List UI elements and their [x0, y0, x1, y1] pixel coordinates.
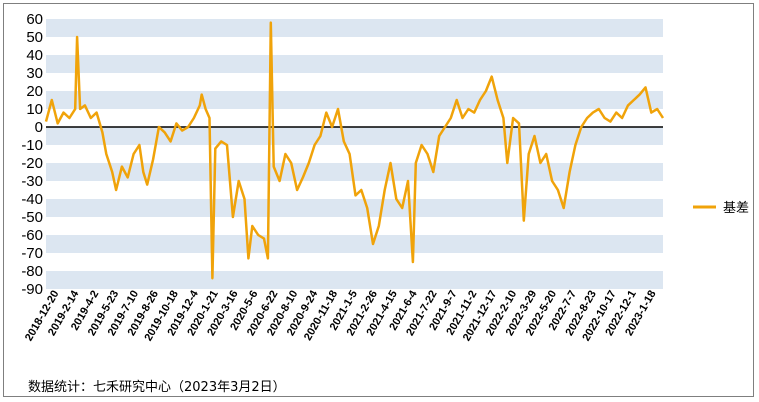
grid-band [46, 127, 663, 145]
y-tick-label: 50 [26, 29, 43, 46]
grid-band [46, 37, 663, 55]
chart-frame: 60 50 40 30 20 10 0 -10 -20 -30 -40 -50 -60 -70 -80 -90… [3, 3, 754, 397]
y-tick-label: 40 [26, 47, 43, 64]
grid-band [46, 271, 663, 289]
y-tick-label: -60 [21, 227, 43, 244]
y-tick-label: 10 [26, 101, 43, 118]
grid-band [46, 199, 663, 217]
grid-band [46, 235, 663, 253]
y-tick-label: 0 [35, 119, 43, 136]
grid-band [46, 91, 663, 109]
grid-band [46, 55, 663, 73]
y-tick-label: 60 [26, 11, 43, 28]
source-note: 数据统计：七禾研究中心（2023年3月2日） [28, 380, 286, 395]
y-tick-label: -30 [21, 173, 43, 190]
y-tick-label: 30 [26, 65, 43, 82]
y-tick-label: -20 [21, 155, 43, 172]
y-tick-label: -40 [21, 191, 43, 208]
grid-bands [46, 19, 663, 289]
legend: 基差 [693, 201, 749, 216]
grid-band [46, 19, 663, 37]
y-tick-label: -70 [21, 245, 43, 262]
grid-band [46, 217, 663, 235]
y-tick-label: -10 [21, 137, 43, 154]
y-tick-label: -80 [21, 263, 43, 280]
y-tick-label: 20 [26, 83, 43, 100]
grid-band [46, 253, 663, 271]
grid-band [46, 73, 663, 91]
grid-band [46, 109, 663, 127]
grid-band [46, 163, 663, 181]
legend-label: 基差 [723, 201, 749, 216]
series-line-basis [44, 21, 665, 280]
x-axis-ticks: 2018-12-202019-2-142019-4-22019-5-232019… [23, 288, 659, 343]
basis-line-chart: 6050403020100-10-20-30-40-50-60-70-80-90… [21, 11, 749, 343]
y-tick-label: -90 [21, 281, 43, 298]
y-tick-label: -50 [21, 209, 43, 226]
